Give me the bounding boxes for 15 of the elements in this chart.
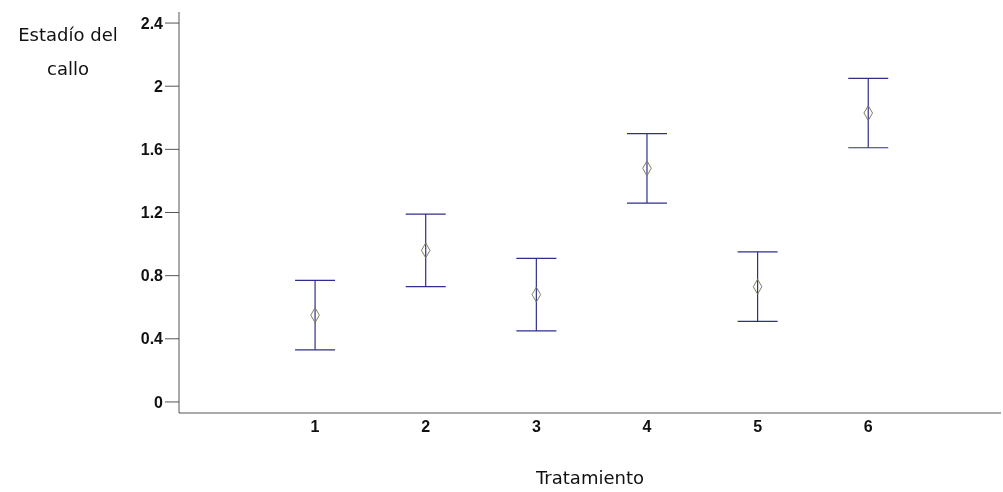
- y-tick-label: 0.8: [140, 267, 164, 285]
- y-tick-label: 2.4: [140, 14, 164, 32]
- x-tick-label: 2: [421, 418, 431, 436]
- x-tick-label: 5: [753, 418, 763, 436]
- y-tick-label: 0: [154, 393, 164, 411]
- x-tick-label: 1: [310, 418, 320, 436]
- x-axis-title: Tratamiento: [535, 467, 644, 488]
- y-tick-label: 1.6: [140, 141, 164, 159]
- y-tick-label: 0.4: [140, 330, 164, 348]
- x-tick-label: 6: [863, 418, 873, 436]
- y-axis-title: Estadío del callo: [17, 23, 119, 81]
- y-tick-label: 2: [154, 77, 164, 95]
- y-tick-label: 1.2: [140, 204, 164, 222]
- x-tick-label: 3: [531, 418, 541, 436]
- x-tick-label: 4: [642, 418, 652, 436]
